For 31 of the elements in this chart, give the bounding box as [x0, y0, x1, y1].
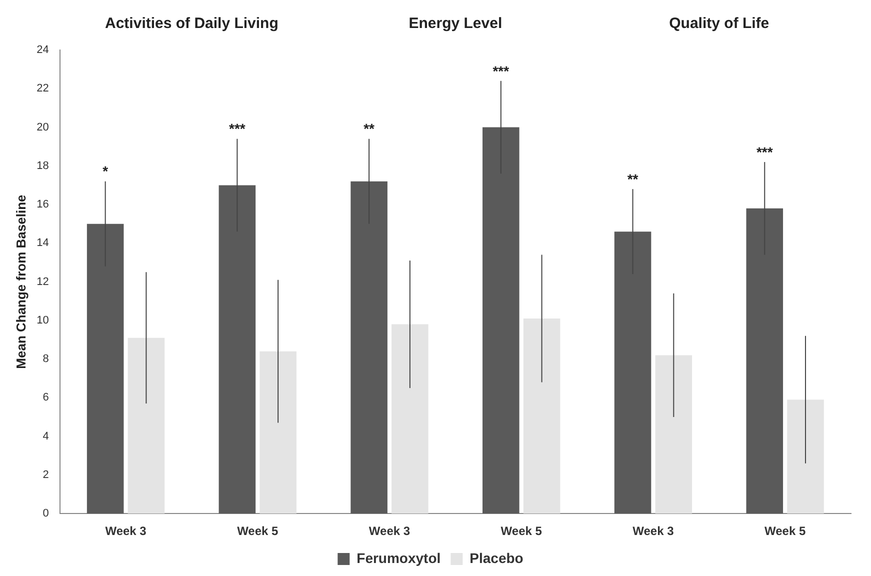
- text: Quality of Life: [669, 15, 770, 32]
- y-tick-label: 6: [42, 392, 49, 404]
- y-tick-label: 22: [36, 82, 49, 95]
- y-tick-label: 24: [36, 44, 49, 56]
- annotation: ***: [756, 144, 774, 160]
- text: Activities of Daily Living: [105, 15, 278, 32]
- annotation: ***: [229, 120, 246, 137]
- annotation: **: [364, 120, 376, 137]
- annotation: *: [102, 163, 109, 180]
- x-tick-label: Week 3: [632, 524, 674, 538]
- annotation: **: [627, 170, 639, 187]
- x-tick-label: Week 5: [237, 524, 279, 538]
- y-tick-label: 20: [36, 121, 49, 134]
- x-tick-label: Week 3: [368, 524, 410, 538]
- y-tick-label: 12: [36, 276, 49, 288]
- x-tick-label: Week 5: [500, 524, 542, 538]
- y-tick-label: 14: [36, 237, 49, 250]
- y-tick-label: 18: [36, 160, 49, 172]
- y-tick-label: 16: [36, 198, 49, 211]
- legend-label: Placebo: [470, 550, 524, 566]
- text: Energy Level: [408, 15, 502, 32]
- y-tick-label: 10: [36, 314, 49, 326]
- y-tick-label: 0: [42, 508, 49, 520]
- legend-label: Ferumoxytol: [356, 550, 441, 566]
- y-tick-label: 8: [42, 353, 49, 366]
- x-tick-label: Week 5: [764, 524, 806, 538]
- x-tick-label: Week 3: [105, 524, 147, 538]
- y-tick-label: 4: [42, 430, 49, 442]
- y-axis-title: Mean Change from Baseline: [13, 194, 28, 369]
- y-tick-label: 2: [42, 469, 49, 481]
- annotation: ***: [492, 62, 510, 79]
